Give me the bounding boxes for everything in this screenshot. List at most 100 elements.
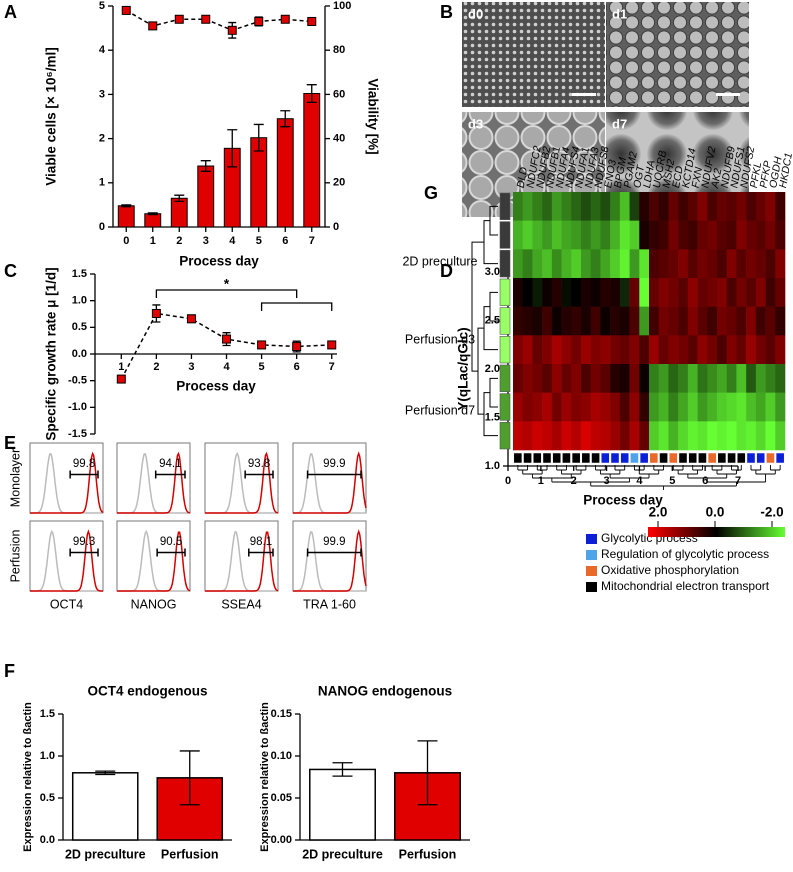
heatmap-cell: [619, 249, 630, 279]
gene-group-swatch: [659, 452, 668, 464]
heatmap-cell: [561, 220, 572, 250]
y-tick-label: 3: [99, 88, 105, 100]
category-label: Perfusion: [161, 847, 219, 861]
heatmap-cell: [678, 335, 689, 365]
significance-label: *: [224, 277, 230, 292]
error-bar: [227, 129, 238, 168]
heatmap-cell: [668, 220, 679, 250]
row-label: Perfusion d3: [405, 332, 475, 346]
bar: [276, 118, 294, 228]
heatmap-cell: [532, 220, 543, 250]
x-tick-label: 5: [256, 235, 262, 247]
marker: [280, 14, 290, 24]
stain-curve: [117, 451, 191, 514]
gate-percentage: 98.1: [250, 536, 272, 548]
gene-label: DLD: [515, 166, 531, 189]
heatmap-cell: [522, 335, 533, 365]
heatmap-cell: [639, 278, 650, 307]
scale-bar: [716, 93, 740, 96]
image-label: d7: [612, 116, 627, 131]
heatmap-cell: [687, 249, 698, 279]
heatmap-cell: [775, 249, 786, 279]
row-group-swatch: [499, 307, 511, 335]
heatmap-cell: [610, 421, 621, 451]
gene-group-swatch: [562, 452, 571, 464]
heatmap-cell: [775, 278, 786, 307]
gene-label: AK2: [709, 167, 724, 190]
x-tick-label: 4: [229, 235, 236, 247]
heatmap-cell: [775, 306, 786, 336]
heatmap-cell: [590, 220, 601, 250]
legend-swatch: [586, 534, 597, 544]
heatmap-cell: [561, 335, 572, 365]
x-tick-label: 2: [153, 361, 159, 373]
heatmap-cell: [755, 364, 766, 393]
x-axis-label: Process day: [583, 493, 663, 508]
x-tick-label: 7: [309, 235, 315, 247]
heatmap-cell: [571, 220, 582, 250]
heatmap-cell: [678, 220, 689, 250]
bar: [71, 772, 139, 841]
heatmap-cell: [726, 220, 737, 250]
stain-curve: [293, 529, 367, 592]
heatmap-cell: [726, 278, 737, 307]
x-tick-label: 1: [538, 475, 544, 487]
stain-curve: [117, 531, 191, 592]
heatmap-cell: [746, 364, 757, 393]
heatmap-cell: [561, 192, 572, 221]
heatmap-cell: [726, 249, 737, 279]
heatmap-cell: [513, 220, 524, 250]
marker: [121, 5, 131, 15]
row-group-swatch: [499, 364, 511, 392]
marker: [327, 340, 337, 350]
heatmap-cell: [590, 364, 601, 393]
gene-group-swatch: [552, 452, 562, 464]
y-tick-label: 1.5: [485, 411, 500, 423]
y-tick-label: -0.5: [68, 375, 87, 387]
heatmap-cell: [551, 335, 562, 365]
y-tick-label: 0.05: [271, 792, 292, 804]
heatmap-cell: [668, 335, 679, 365]
gene-group-swatch: [571, 452, 581, 464]
heatmap-cell: [775, 392, 786, 422]
y-axis-label: Specific growth rate μ [1/d]: [44, 267, 59, 440]
y-tick-label: 1.5: [40, 708, 55, 720]
heatmap-cell: [775, 335, 786, 365]
x-tick-label: 5: [669, 475, 675, 487]
y-tick-label: 0: [99, 221, 105, 233]
gene-group-swatch: [766, 452, 775, 464]
y-tick-label: 0.0: [72, 348, 87, 360]
category-label: 2D preculture: [302, 847, 383, 861]
heatmap-cell: [513, 278, 524, 307]
y-tick-label: 2.5: [485, 314, 500, 326]
heatmap-cell: [746, 278, 757, 307]
heatmap-cell: [522, 249, 533, 279]
heatmap-cell: [687, 278, 698, 307]
y-tick-label: 4: [99, 44, 106, 56]
stain-curve: [205, 451, 279, 514]
chart-title: NANOG endogenous: [318, 684, 452, 699]
heatmap-cell: [639, 249, 650, 279]
gene-group-swatch: [668, 452, 678, 464]
colorbar-tick-label: -2.0: [760, 505, 783, 520]
heatmap-cell: [639, 364, 650, 393]
stain-curve: [205, 531, 279, 592]
error-bar: [174, 194, 185, 203]
heatmap-cell: [755, 192, 766, 221]
heatmap-cell: [697, 421, 708, 451]
heatmap-cell: [678, 421, 689, 451]
gene-label: LDHA: [641, 159, 658, 189]
heatmap-cell: [765, 192, 776, 221]
heatmap-cell: [707, 392, 718, 422]
significance-bracket: [155, 289, 298, 298]
marker: [257, 340, 267, 350]
heatmap-cell: [513, 192, 524, 221]
heatmap-cell: [668, 249, 679, 279]
heatmap-cell: [687, 392, 698, 422]
heatmap-cell: [668, 364, 679, 393]
heatmap-cell: [551, 421, 562, 451]
heatmap-cell: [678, 392, 689, 422]
error-bar: [121, 204, 132, 208]
x-tick-label: 2: [571, 475, 577, 487]
bar: [144, 213, 162, 228]
